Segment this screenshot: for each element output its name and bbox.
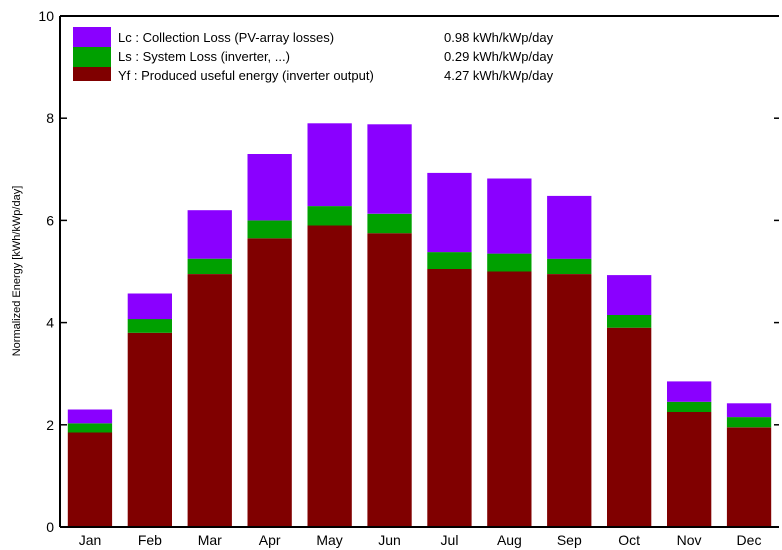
y-tick-label-0: 0 (46, 519, 54, 535)
bar-feb-series-0 (127, 332, 172, 527)
bar-nov-series-0 (667, 412, 712, 527)
bar-dec-series-1 (726, 417, 772, 428)
bar-sep-series-1 (547, 258, 592, 274)
bar-mar-series-0 (187, 274, 232, 527)
bar-jul-series-2 (427, 172, 472, 253)
bar-dec-series-0 (726, 427, 772, 527)
bar-jun-series-1 (367, 213, 412, 234)
legend-label-ls: Ls : System Loss (inverter, ...) (118, 49, 290, 64)
bar-apr-series-2 (247, 154, 292, 221)
bar-aug-series-1 (487, 253, 532, 272)
x-tick-label-dec: Dec (737, 532, 762, 548)
x-tick-label-jul: Jul (441, 532, 459, 548)
bar-feb-series-2 (127, 293, 172, 320)
legend-swatch-ls (73, 47, 111, 67)
legend: Lc : Collection Loss (PV-array losses) 0… (62, 18, 582, 86)
bar-dec-series-2 (726, 403, 772, 418)
bar-aug-series-0 (487, 271, 532, 527)
x-tick-label-sep: Sep (557, 532, 582, 548)
axes-layer (59, 15, 779, 528)
x-tick-label-feb: Feb (138, 532, 162, 548)
bar-feb-series-1 (127, 319, 172, 333)
y-tick-label-10: 10 (38, 8, 54, 24)
bar-aug-series-2 (487, 178, 532, 254)
y-tick-label-6: 6 (46, 212, 54, 228)
legend-label-lc: Lc : Collection Loss (PV-array losses) (118, 30, 334, 45)
bar-jul-series-1 (427, 252, 472, 269)
bar-oct-series-2 (607, 275, 652, 315)
x-tick-label-jun: Jun (378, 532, 401, 548)
bar-sep-series-0 (547, 274, 592, 527)
x-tick-label-mar: Mar (198, 532, 222, 548)
legend-value-lc: 0.98 kWh/kWp/day (444, 30, 554, 45)
bar-jan-series-1 (67, 423, 113, 433)
bar-apr-series-1 (247, 220, 292, 239)
bar-may-series-0 (307, 225, 352, 527)
bar-sep-series-2 (547, 195, 592, 259)
bar-mar-series-1 (187, 258, 232, 274)
bar-oct-series-0 (607, 327, 652, 527)
x-tick-label-oct: Oct (618, 532, 640, 548)
x-tick-label-aug: Aug (497, 532, 522, 548)
legend-swatch-lc (73, 27, 111, 47)
x-tick-labels-layer: Jan Feb Mar Apr May Jun Jul Aug Sep Oct Nov Dec (79, 532, 762, 548)
bar-jan-series-2 (67, 409, 113, 424)
legend-value-ls: 0.29 kWh/kWp/day (444, 49, 554, 64)
legend-value-yf: 4.27 kWh/kWp/day (444, 68, 554, 83)
y-tick-label-8: 8 (46, 110, 54, 126)
bar-oct-series-1 (607, 314, 652, 328)
bar-jun-series-2 (367, 124, 412, 214)
legend-swatch-yf (73, 67, 111, 81)
bar-jan-series-0 (67, 432, 113, 527)
x-tick-label-jan: Jan (79, 532, 102, 548)
bar-mar-series-2 (187, 210, 232, 259)
legend-background (62, 18, 582, 86)
x-tick-label-apr: Apr (259, 532, 281, 548)
bar-jun-series-0 (367, 233, 412, 527)
bar-apr-series-0 (247, 238, 292, 528)
bar-may-series-2 (307, 123, 352, 207)
legend-label-yf: Yf : Produced useful energy (inverter ou… (118, 68, 374, 83)
x-tick-label-nov: Nov (677, 532, 702, 548)
y-tick-label-2: 2 (46, 417, 54, 433)
bar-nov-series-1 (667, 401, 712, 412)
bar-may-series-1 (307, 206, 352, 226)
y-tick-label-4: 4 (46, 315, 54, 331)
bar-nov-series-2 (667, 381, 712, 402)
bar-jul-series-0 (427, 268, 472, 527)
y-axis-label: Normalized Energy [kWh/kWp/day] (11, 186, 23, 357)
bars-layer (67, 123, 772, 528)
x-tick-label-may: May (316, 532, 342, 548)
y-ticks-layer: 0 2 4 6 8 10 (38, 8, 779, 535)
